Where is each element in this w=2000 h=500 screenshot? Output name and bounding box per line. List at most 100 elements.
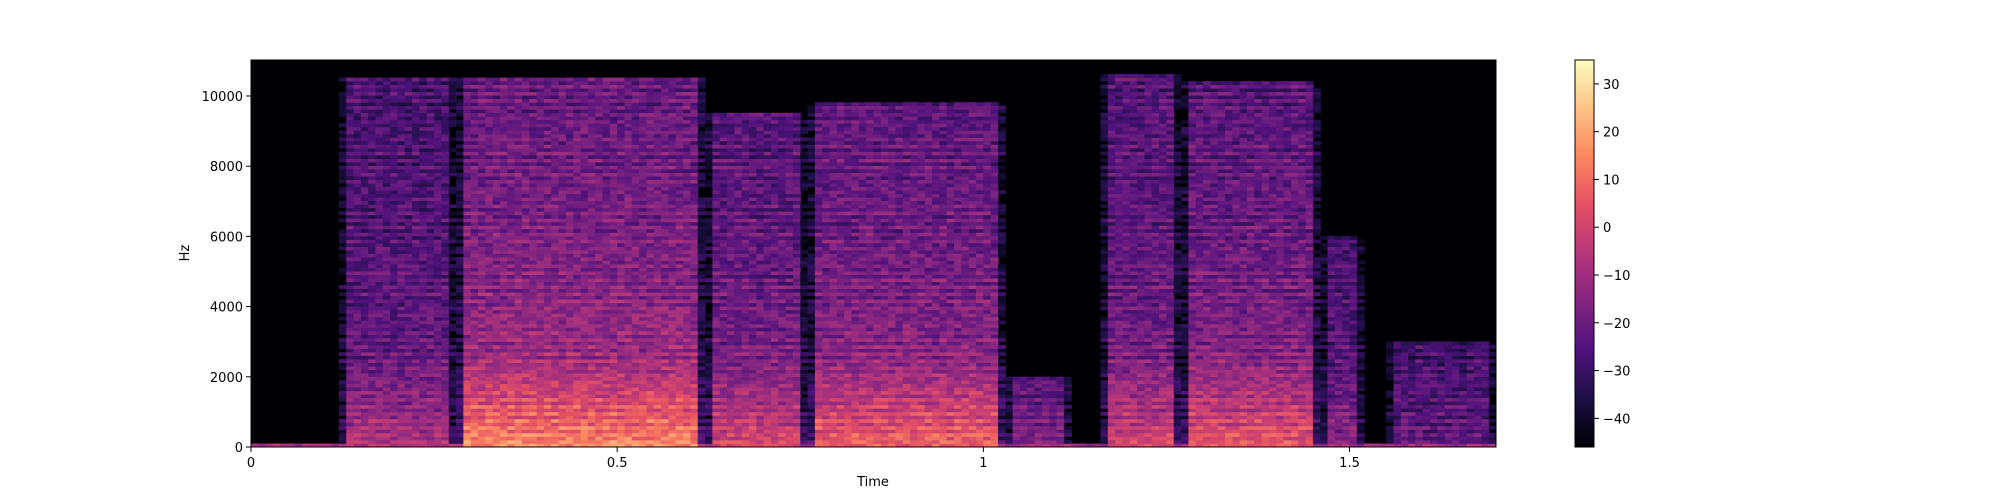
spectrogram-cell xyxy=(492,443,501,447)
spectrogram-cell xyxy=(500,285,508,290)
spectrogram-cell xyxy=(419,95,428,100)
spectrogram-cell xyxy=(521,186,530,191)
spectrogram-cell xyxy=(558,88,567,93)
spectrogram-cell xyxy=(675,235,684,240)
spectrogram-cell xyxy=(463,352,472,356)
spectrogram-cell xyxy=(573,337,582,342)
spectrogram-cell xyxy=(646,359,655,363)
spectrogram-cell xyxy=(558,102,567,107)
spectrogram-cell xyxy=(463,158,472,163)
spectrogram-cell xyxy=(346,359,355,363)
spectrogram-cell xyxy=(609,355,618,360)
spectrogram-cell xyxy=(404,274,413,279)
spectrogram-cell xyxy=(375,147,384,152)
spectrogram-cell xyxy=(543,207,552,212)
spectrogram-cell xyxy=(580,95,589,100)
spectrogram-cell xyxy=(382,404,391,409)
spectrogram-cell xyxy=(485,88,494,93)
spectrogram-cell xyxy=(397,281,406,286)
spectrogram-cell xyxy=(683,267,692,272)
spectrogram-cell xyxy=(536,232,545,237)
spectrogram-cell xyxy=(639,344,648,349)
spectrogram-cell xyxy=(478,154,486,159)
spectrogram-cells xyxy=(251,74,1496,447)
spectrogram-cell xyxy=(485,443,494,447)
spectrogram-cell xyxy=(631,404,640,409)
spectrogram-cell xyxy=(412,383,421,388)
spectrogram-cell xyxy=(390,186,399,191)
spectrogram-cell xyxy=(382,362,391,367)
spectrogram-cell xyxy=(639,271,648,276)
spectrogram-cell xyxy=(573,119,582,124)
spectrogram-cell xyxy=(463,281,472,286)
spectrogram-cell xyxy=(529,271,538,276)
spectrogram-cell xyxy=(653,387,662,392)
spectrogram-cell xyxy=(609,278,618,283)
spectrogram-cell xyxy=(456,359,464,363)
spectrogram-cell xyxy=(521,112,530,117)
spectrogram-cell xyxy=(683,278,692,283)
spectrogram-cell xyxy=(653,264,662,268)
spectrogram-cell xyxy=(478,274,486,279)
spectrogram-cell xyxy=(631,190,640,195)
spectrogram-cell xyxy=(492,292,501,297)
spectrogram-cell xyxy=(514,165,523,170)
spectrogram-cell xyxy=(375,285,384,290)
spectrogram-cell xyxy=(434,390,443,395)
spectrogram-cell xyxy=(558,200,567,205)
spectrogram-cell xyxy=(346,362,355,367)
spectrogram-cell xyxy=(609,359,618,363)
spectrogram-cell xyxy=(521,218,530,223)
spectrogram-cell xyxy=(551,429,560,434)
spectrogram-cell xyxy=(521,158,530,163)
spectrogram-cell xyxy=(448,172,457,177)
spectrogram-cell xyxy=(551,147,560,152)
spectrogram-cell xyxy=(543,183,552,188)
spectrogram-cell xyxy=(624,140,633,145)
spectrogram-cell xyxy=(595,211,604,216)
spectrogram-cell xyxy=(360,394,369,399)
spectrogram-cell xyxy=(668,197,677,202)
spectrogram-cell xyxy=(595,411,604,416)
spectrogram-cell xyxy=(507,109,516,114)
spectrogram-cell xyxy=(470,401,479,406)
spectrogram-cell xyxy=(353,228,362,233)
spectrogram-cell xyxy=(434,112,443,117)
spectrogram-cell xyxy=(661,401,670,406)
spectrogram-cell xyxy=(675,249,684,254)
spectrogram-cell xyxy=(602,112,611,117)
spectrogram-cell xyxy=(456,352,464,356)
spectrogram-cell xyxy=(617,334,626,339)
spectrogram-cell xyxy=(617,112,626,117)
spectrogram-cell xyxy=(653,271,662,276)
spectrogram-cell xyxy=(353,169,362,173)
spectrogram-cell xyxy=(390,172,399,177)
spectrogram-cell xyxy=(360,172,369,177)
spectrogram-cell xyxy=(668,84,677,89)
spectrogram-cell xyxy=(653,77,662,82)
spectrogram-cell xyxy=(404,140,413,145)
spectrogram-cell xyxy=(390,207,399,212)
spectrogram-cell xyxy=(368,390,377,395)
spectrogram-cell xyxy=(382,320,391,325)
spectrogram-cell xyxy=(631,172,640,177)
spectrogram-cell xyxy=(441,197,450,202)
spectrogram-cell xyxy=(390,418,399,423)
spectrogram-cell xyxy=(507,179,516,184)
spectrogram-cell xyxy=(639,404,648,409)
spectrogram-cell xyxy=(485,285,494,290)
spectrogram-cell xyxy=(543,214,552,219)
spectrogram-cell xyxy=(683,116,692,121)
spectrogram-cell xyxy=(470,193,479,198)
spectrogram-cell xyxy=(661,211,670,216)
spectrogram-cell xyxy=(463,369,472,374)
spectrogram-cell xyxy=(624,102,633,107)
spectrogram-cell xyxy=(646,235,655,240)
spectrogram-cell xyxy=(368,154,377,159)
spectrogram-cell xyxy=(492,179,501,184)
spectrogram-cell xyxy=(375,418,384,423)
spectrogram-cell xyxy=(543,133,552,138)
spectrogram-cell xyxy=(587,257,596,261)
spectrogram-cell xyxy=(434,228,443,233)
spectrogram-cell xyxy=(353,123,362,128)
